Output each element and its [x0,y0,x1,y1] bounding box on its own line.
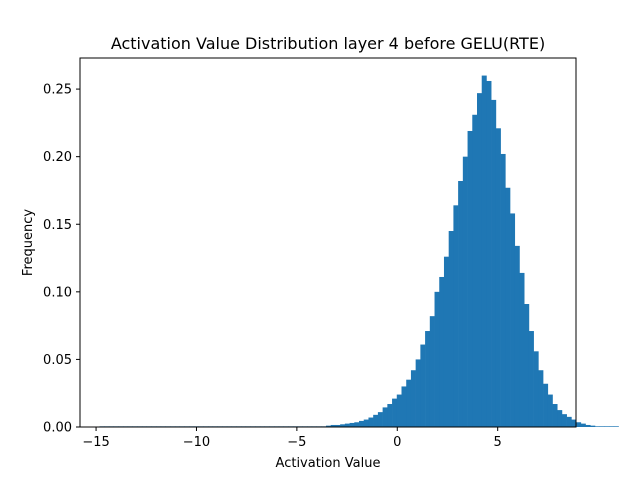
x-tick-label: −10 [183,435,210,450]
plot-frame [79,57,577,428]
histogram-bar [439,276,445,427]
y-tick-label: 0.20 [43,150,72,165]
histogram-bar [344,423,350,427]
y-axis-ticks: 0.00 0.05 0.10 0.15 0.20 0.25 [43,83,80,436]
histogram-bar [580,423,586,427]
histogram-bar [547,394,553,427]
histogram-bar [363,419,369,427]
histogram-bar [396,394,402,427]
x-tick-label: −5 [287,435,306,450]
histogram-bar [373,414,379,427]
histogram-bar [524,304,530,427]
chart-title: Activation Value Distribution layer 4 be… [111,34,545,53]
bars-group [99,75,619,428]
histogram-bar [604,426,610,427]
histogram-bar [340,424,346,427]
histogram-bar [528,331,534,427]
histogram-bar [566,416,572,427]
y-tick-label: 0.15 [43,218,72,233]
histogram-bar [543,383,549,427]
x-axis-label: Activation Value [276,456,381,471]
histogram-bar [519,272,525,427]
histogram-bar [420,344,426,427]
histogram-bar [538,370,544,427]
histogram-bar [552,404,558,427]
y-tick-label: 0.10 [43,285,72,300]
histogram-bar [510,213,516,427]
histogram-bar [585,424,591,427]
histogram-bar [415,359,421,427]
histogram-bar [467,130,473,428]
histogram-bar [354,422,360,427]
x-axis-ticks: −15 −10 −5 0 5 [82,427,502,450]
histogram-bar [481,75,487,427]
histogram-bar [448,231,454,427]
histogram-bar [377,412,383,427]
histogram-bar [557,410,563,427]
histogram-bar [472,114,478,428]
histogram-bar [462,156,468,428]
histogram-bar [429,316,435,427]
histogram-bar [576,422,582,427]
histogram-bar [495,128,501,428]
histogram-bar [533,351,539,427]
histogram-bar [443,256,449,427]
x-tick-label: 0 [393,435,401,450]
y-tick-label: 0.25 [43,83,72,98]
histogram-bar [425,331,431,427]
histogram-bar [392,398,398,427]
histogram-bar [613,426,619,427]
histogram-bar [434,291,440,427]
histogram-bar [410,370,416,427]
x-tick-label: −15 [82,435,109,450]
y-axis-label: Frequency [21,209,36,276]
histogram-bar [325,425,332,427]
histogram-bar [401,386,407,427]
histogram-bar [599,426,605,427]
histogram-bar [609,426,615,427]
histogram-bar [349,422,355,427]
histogram-bar [335,424,341,427]
histogram-bar [486,80,492,427]
histogram-bar [387,404,393,427]
histogram-bar [505,187,511,427]
histogram-bar [594,426,600,427]
histogram-bar [359,420,365,427]
histogram-bar [382,407,388,427]
histogram-bar [406,379,412,427]
histogram-bar [453,205,459,427]
histogram-bar [491,99,497,428]
x-tick-label: 5 [494,435,502,450]
histogram-bar [561,414,567,427]
histogram-bar [330,424,336,427]
histogram-bar [368,417,374,427]
histogram-bar [590,425,596,427]
histogram-bar [477,93,483,427]
histogram-bar [571,419,577,427]
histogram-bar [514,245,520,427]
y-tick-label: 0.00 [43,421,72,436]
y-tick-label: 0.05 [43,353,72,368]
histogram-bar [500,153,506,427]
histogram-bar [458,181,464,427]
